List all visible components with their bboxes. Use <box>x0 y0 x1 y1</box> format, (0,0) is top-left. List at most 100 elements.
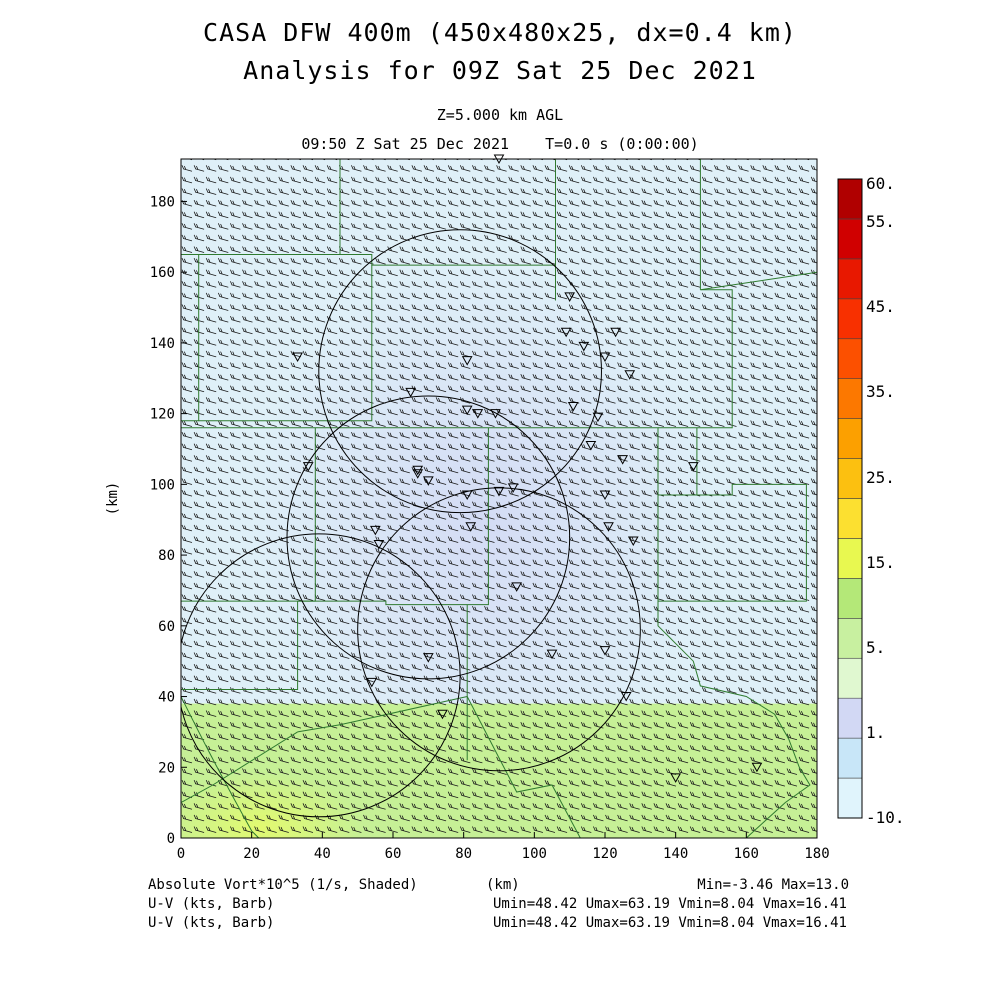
county-boundaries <box>181 159 817 838</box>
plot-axes: 0 20 40 60 80 100 120 140 160 180 0 20 40 60 80 100 120 1… <box>105 158 830 862</box>
colorbar-swatch <box>837 258 863 300</box>
level-label: Z=5.000 km AGL <box>436 106 564 124</box>
plot-frame <box>180 158 818 839</box>
shaded-field-stats: Min=-3.46 Max=13.0 <box>697 877 849 893</box>
colorbar-swatch <box>837 697 863 739</box>
colorbar-swatch <box>837 737 863 779</box>
colorbar-swatch <box>837 378 863 419</box>
station-marker <box>366 677 378 688</box>
county-boundary <box>297 427 489 606</box>
vorticity-shading <box>181 159 817 838</box>
station-marker <box>292 352 303 363</box>
station-marker <box>405 387 417 398</box>
colorbar-swatch <box>837 578 863 619</box>
colorbar-swatch <box>837 777 863 819</box>
station-marker <box>585 440 597 451</box>
x-tick-label: 20 <box>243 846 260 862</box>
county-boundary <box>181 601 299 690</box>
station-marker <box>302 462 314 472</box>
station-marker <box>620 692 632 702</box>
colorbar-swatch <box>837 657 863 699</box>
y-axis-label: (km) <box>105 482 121 516</box>
shaded-field-label: Absolute Vort*10^5 (1/s, Shaded) <box>148 877 418 893</box>
county-boundary <box>466 696 581 838</box>
station-marker <box>546 649 558 660</box>
chart-title: CASA DFW 400m (450x480x25, dx=0.4 km) <box>203 18 797 47</box>
colorbar-label: 1. <box>866 723 885 742</box>
county-boundary <box>658 427 698 496</box>
radar-ring <box>181 533 461 818</box>
county-boundary <box>658 289 733 429</box>
colorbar-swatch <box>837 618 863 659</box>
y-tick-label: 120 <box>150 407 175 423</box>
station-marker <box>599 490 611 500</box>
county-boundary <box>339 696 468 726</box>
county-boundary <box>181 427 807 602</box>
y-tick-label: 100 <box>150 477 175 493</box>
station-marker <box>567 402 579 412</box>
colorbar-swatch <box>837 458 863 499</box>
station-marker <box>507 483 519 493</box>
colorbar-label: 35. <box>866 382 895 401</box>
x-tick-label: 40 <box>314 846 331 862</box>
x-tick-label: 180 <box>804 846 829 862</box>
station-marker <box>472 409 484 419</box>
station-marker <box>493 486 505 497</box>
station-marker <box>461 405 473 416</box>
colorbar-frame <box>837 178 863 819</box>
wind-barbs <box>181 159 817 833</box>
station-marker <box>599 646 611 656</box>
y-tick-label: 80 <box>158 548 175 564</box>
station-marker <box>461 356 473 366</box>
station-marker <box>461 490 473 500</box>
barb-field-label-1: U-V (kts, Barb) <box>148 896 275 912</box>
station-marker <box>369 525 381 536</box>
colorbar-swatch <box>837 298 863 340</box>
station-marker <box>592 412 604 423</box>
vorticity-region <box>251 259 712 780</box>
y-tick-label: 60 <box>158 619 175 635</box>
y-tick-label: 20 <box>158 760 175 776</box>
y-tick-label: 180 <box>150 194 175 210</box>
colorbar-label: 25. <box>866 468 895 487</box>
x-axis-label: (km) <box>486 877 520 893</box>
station-marker <box>751 762 763 773</box>
station-markers <box>292 154 763 783</box>
y-tick-label: 40 <box>158 690 175 706</box>
y-tick-label: 0 <box>167 831 175 847</box>
x-tick-label: 0 <box>177 846 185 862</box>
valid-time-label: 09:50 Z Sat 25 Dec 2021 T=0.0 s (0:00:00… <box>301 135 699 153</box>
station-marker <box>560 327 572 338</box>
county-boundary <box>181 731 298 804</box>
station-marker <box>578 341 590 352</box>
station-marker <box>412 469 424 479</box>
radar-ring <box>318 229 602 514</box>
y-tick-label: 160 <box>150 265 175 281</box>
station-marker <box>373 539 385 550</box>
barb-field-stats-2: Umin=48.42 Umax=63.19 Vmin=8.04 Vmax=16.… <box>492 915 847 931</box>
station-marker <box>610 327 621 338</box>
county-boundary <box>700 271 817 291</box>
barb-field-stats-1: Umin=48.42 Umax=63.19 Vmin=8.04 Vmax=16.… <box>492 896 847 912</box>
colorbar-label: 60. <box>866 174 895 193</box>
x-tick-label: 160 <box>734 846 759 862</box>
vorticity-region <box>181 772 364 838</box>
colorbar-label: 15. <box>866 553 895 572</box>
barb-field <box>181 159 817 833</box>
x-tick-label: 100 <box>522 846 547 862</box>
station-marker <box>465 522 477 532</box>
station-marker <box>687 462 699 472</box>
x-tick-label: 60 <box>385 846 402 862</box>
station-marker <box>437 709 448 720</box>
chart-subtitle: Analysis for 09Z Sat 25 Dec 2021 <box>243 56 757 85</box>
x-tick-label: 140 <box>663 846 688 862</box>
station-marker <box>670 773 682 783</box>
station-marker <box>627 536 639 546</box>
colorbar-label: 55. <box>866 212 895 231</box>
station-marker <box>564 292 576 302</box>
x-tick-label: 80 <box>455 846 472 862</box>
colorbar-label: 45. <box>866 297 895 316</box>
station-marker <box>599 352 611 363</box>
station-marker <box>422 476 434 486</box>
